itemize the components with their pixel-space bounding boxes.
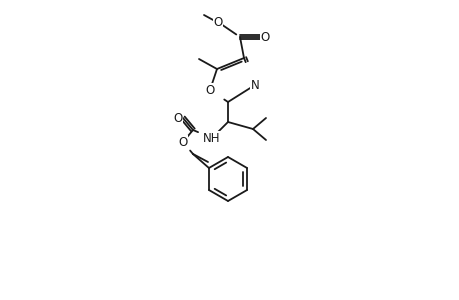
Text: NH: NH [203,131,220,145]
Text: O: O [213,16,222,28]
Text: O: O [205,83,214,97]
Text: O: O [260,31,269,44]
Text: N: N [250,79,259,92]
Text: O: O [178,136,187,148]
Text: O: O [173,112,182,124]
